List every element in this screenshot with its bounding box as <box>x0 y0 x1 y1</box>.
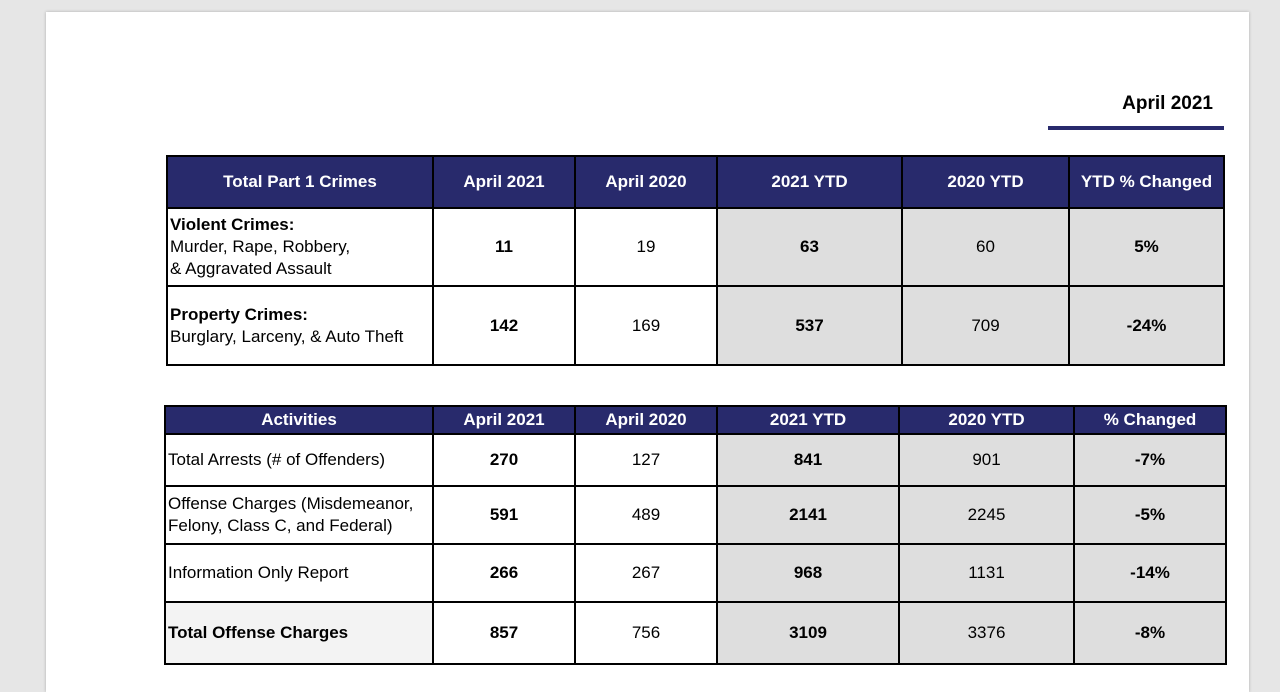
column-header: April 2020 <box>574 155 718 209</box>
column-header: Total Part 1 Crimes <box>166 155 434 209</box>
activities-table: Activities April 2021 April 2020 2021 YT… <box>164 405 1227 665</box>
cell-value: 841 <box>716 433 900 487</box>
cell-value: 127 <box>574 433 718 487</box>
cell-value: 756 <box>574 601 718 665</box>
table-row: Total Offense Charges 857 756 3109 3376 … <box>164 601 1227 665</box>
report-page: April 2021 Total Part 1 Crimes April 202… <box>46 12 1249 692</box>
table-row: Property Crimes: Burglary, Larceny, & Au… <box>166 285 1225 366</box>
cell-value: 489 <box>574 485 718 545</box>
column-header: April 2021 <box>432 405 576 435</box>
cell-value: 709 <box>901 285 1070 366</box>
row-label: Offense Charges (Misdemeanor, Felony, Cl… <box>164 485 434 545</box>
table-row: Information Only Report 266 267 968 1131… <box>164 543 1227 603</box>
column-header: 2020 YTD <box>898 405 1075 435</box>
cell-value: 142 <box>432 285 576 366</box>
table-row: Total Arrests (# of Offenders) 270 127 8… <box>164 433 1227 487</box>
cell-value: 5% <box>1068 207 1225 287</box>
cell-value: 3109 <box>716 601 900 665</box>
cell-value: 537 <box>716 285 903 366</box>
cell-value: 11 <box>432 207 576 287</box>
column-header: April 2021 <box>432 155 576 209</box>
row-description: Burglary, Larceny, & Auto Theft <box>170 326 404 346</box>
cell-value: 2245 <box>898 485 1075 545</box>
row-description: & Aggravated Assault <box>170 259 332 278</box>
cell-value: -5% <box>1073 485 1227 545</box>
row-label-line: Felony, Class C, and Federal) <box>168 516 393 535</box>
cell-value: 266 <box>432 543 576 603</box>
table-row: Violent Crimes: Murder, Rape, Robbery, &… <box>166 207 1225 287</box>
cell-value: 60 <box>901 207 1070 287</box>
row-label: Property Crimes: Burglary, Larceny, & Au… <box>166 285 434 366</box>
table-header-row: Total Part 1 Crimes April 2021 April 202… <box>166 155 1225 209</box>
cell-value: 270 <box>432 433 576 487</box>
column-header: 2021 YTD <box>716 405 900 435</box>
cell-value: -7% <box>1073 433 1227 487</box>
cell-value: 3376 <box>898 601 1075 665</box>
row-title: Property Crimes: <box>170 304 308 324</box>
row-label: Total Arrests (# of Offenders) <box>164 433 434 487</box>
cell-value: 19 <box>574 207 718 287</box>
part1-crimes-table: Total Part 1 Crimes April 2021 April 202… <box>166 155 1225 366</box>
table-header-row: Activities April 2021 April 2020 2021 YT… <box>164 405 1227 435</box>
column-header: % Changed <box>1073 405 1227 435</box>
column-header: 2021 YTD <box>716 155 903 209</box>
cell-value: 169 <box>574 285 718 366</box>
row-label: Total Offense Charges <box>164 601 434 665</box>
row-label: Violent Crimes: Murder, Rape, Robbery, &… <box>166 207 434 287</box>
cell-value: 901 <box>898 433 1075 487</box>
cell-value: 2141 <box>716 485 900 545</box>
cell-value: 968 <box>716 543 900 603</box>
row-label: Information Only Report <box>164 543 434 603</box>
cell-value: 591 <box>432 485 576 545</box>
cell-value: -14% <box>1073 543 1227 603</box>
cell-value: 857 <box>432 601 576 665</box>
report-date: April 2021 <box>1122 93 1213 114</box>
cell-value: -8% <box>1073 601 1227 665</box>
table-row: Offense Charges (Misdemeanor, Felony, Cl… <box>164 485 1227 545</box>
column-header: 2020 YTD <box>901 155 1070 209</box>
cell-value: 267 <box>574 543 718 603</box>
row-description: Murder, Rape, Robbery, <box>170 237 351 256</box>
column-header: April 2020 <box>574 405 718 435</box>
cell-value: 63 <box>716 207 903 287</box>
column-header: Activities <box>164 405 434 435</box>
row-label-line: Offense Charges (Misdemeanor, <box>168 494 414 513</box>
row-title: Violent Crimes: <box>170 215 295 234</box>
cell-value: 1131 <box>898 543 1075 603</box>
column-header: YTD % Changed <box>1068 155 1225 209</box>
date-underline <box>1048 126 1224 130</box>
cell-value: -24% <box>1068 285 1225 366</box>
